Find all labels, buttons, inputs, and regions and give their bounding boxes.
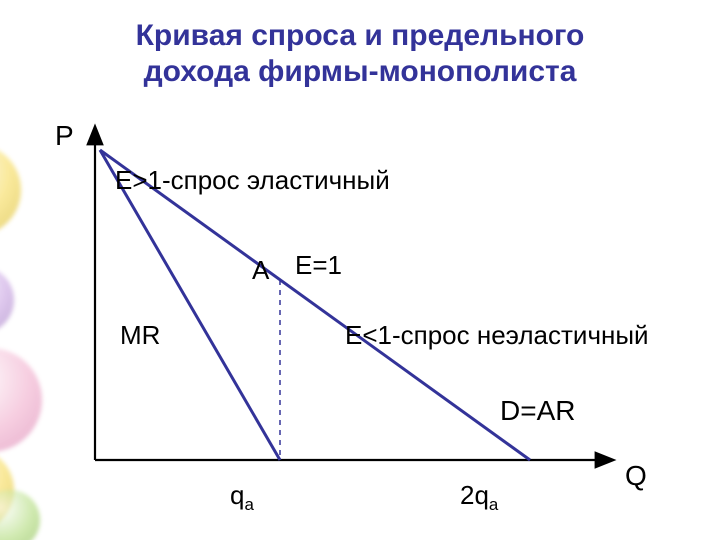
qa-main: q	[230, 480, 244, 510]
label-2qa: 2qа	[460, 480, 498, 515]
label-mr: MR	[120, 320, 160, 351]
2qa-main: 2q	[460, 480, 489, 510]
axis-label-q: Q	[625, 460, 647, 492]
label-qa: qа	[230, 480, 254, 515]
label-e-eq-1: Е=1	[295, 250, 342, 281]
label-point-a: А	[252, 255, 269, 286]
axis-label-p: P	[55, 120, 74, 152]
label-elastic: Е>1-спрос эластичный	[115, 165, 390, 196]
mr-line	[100, 150, 280, 460]
economics-diagram	[0, 0, 720, 540]
demand-line	[100, 150, 530, 460]
2qa-sub: а	[489, 495, 498, 514]
qa-sub: а	[244, 495, 253, 514]
label-d-ar: D=AR	[500, 395, 575, 427]
label-inelastic: Е<1-спрос неэластичный	[345, 320, 649, 351]
